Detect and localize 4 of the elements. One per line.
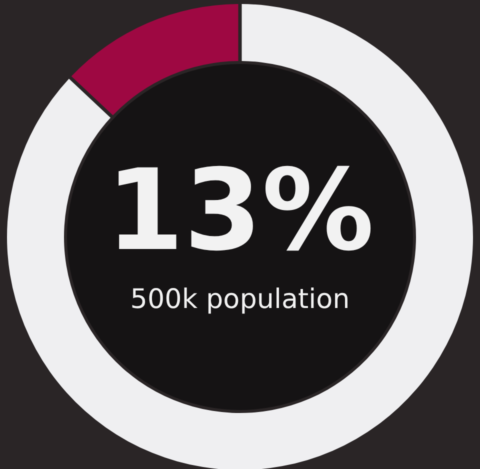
donut-slice [7, 4, 473, 469]
donut-slice [71, 4, 238, 116]
text: 13% [106, 146, 374, 276]
text: 500k population [130, 284, 350, 315]
